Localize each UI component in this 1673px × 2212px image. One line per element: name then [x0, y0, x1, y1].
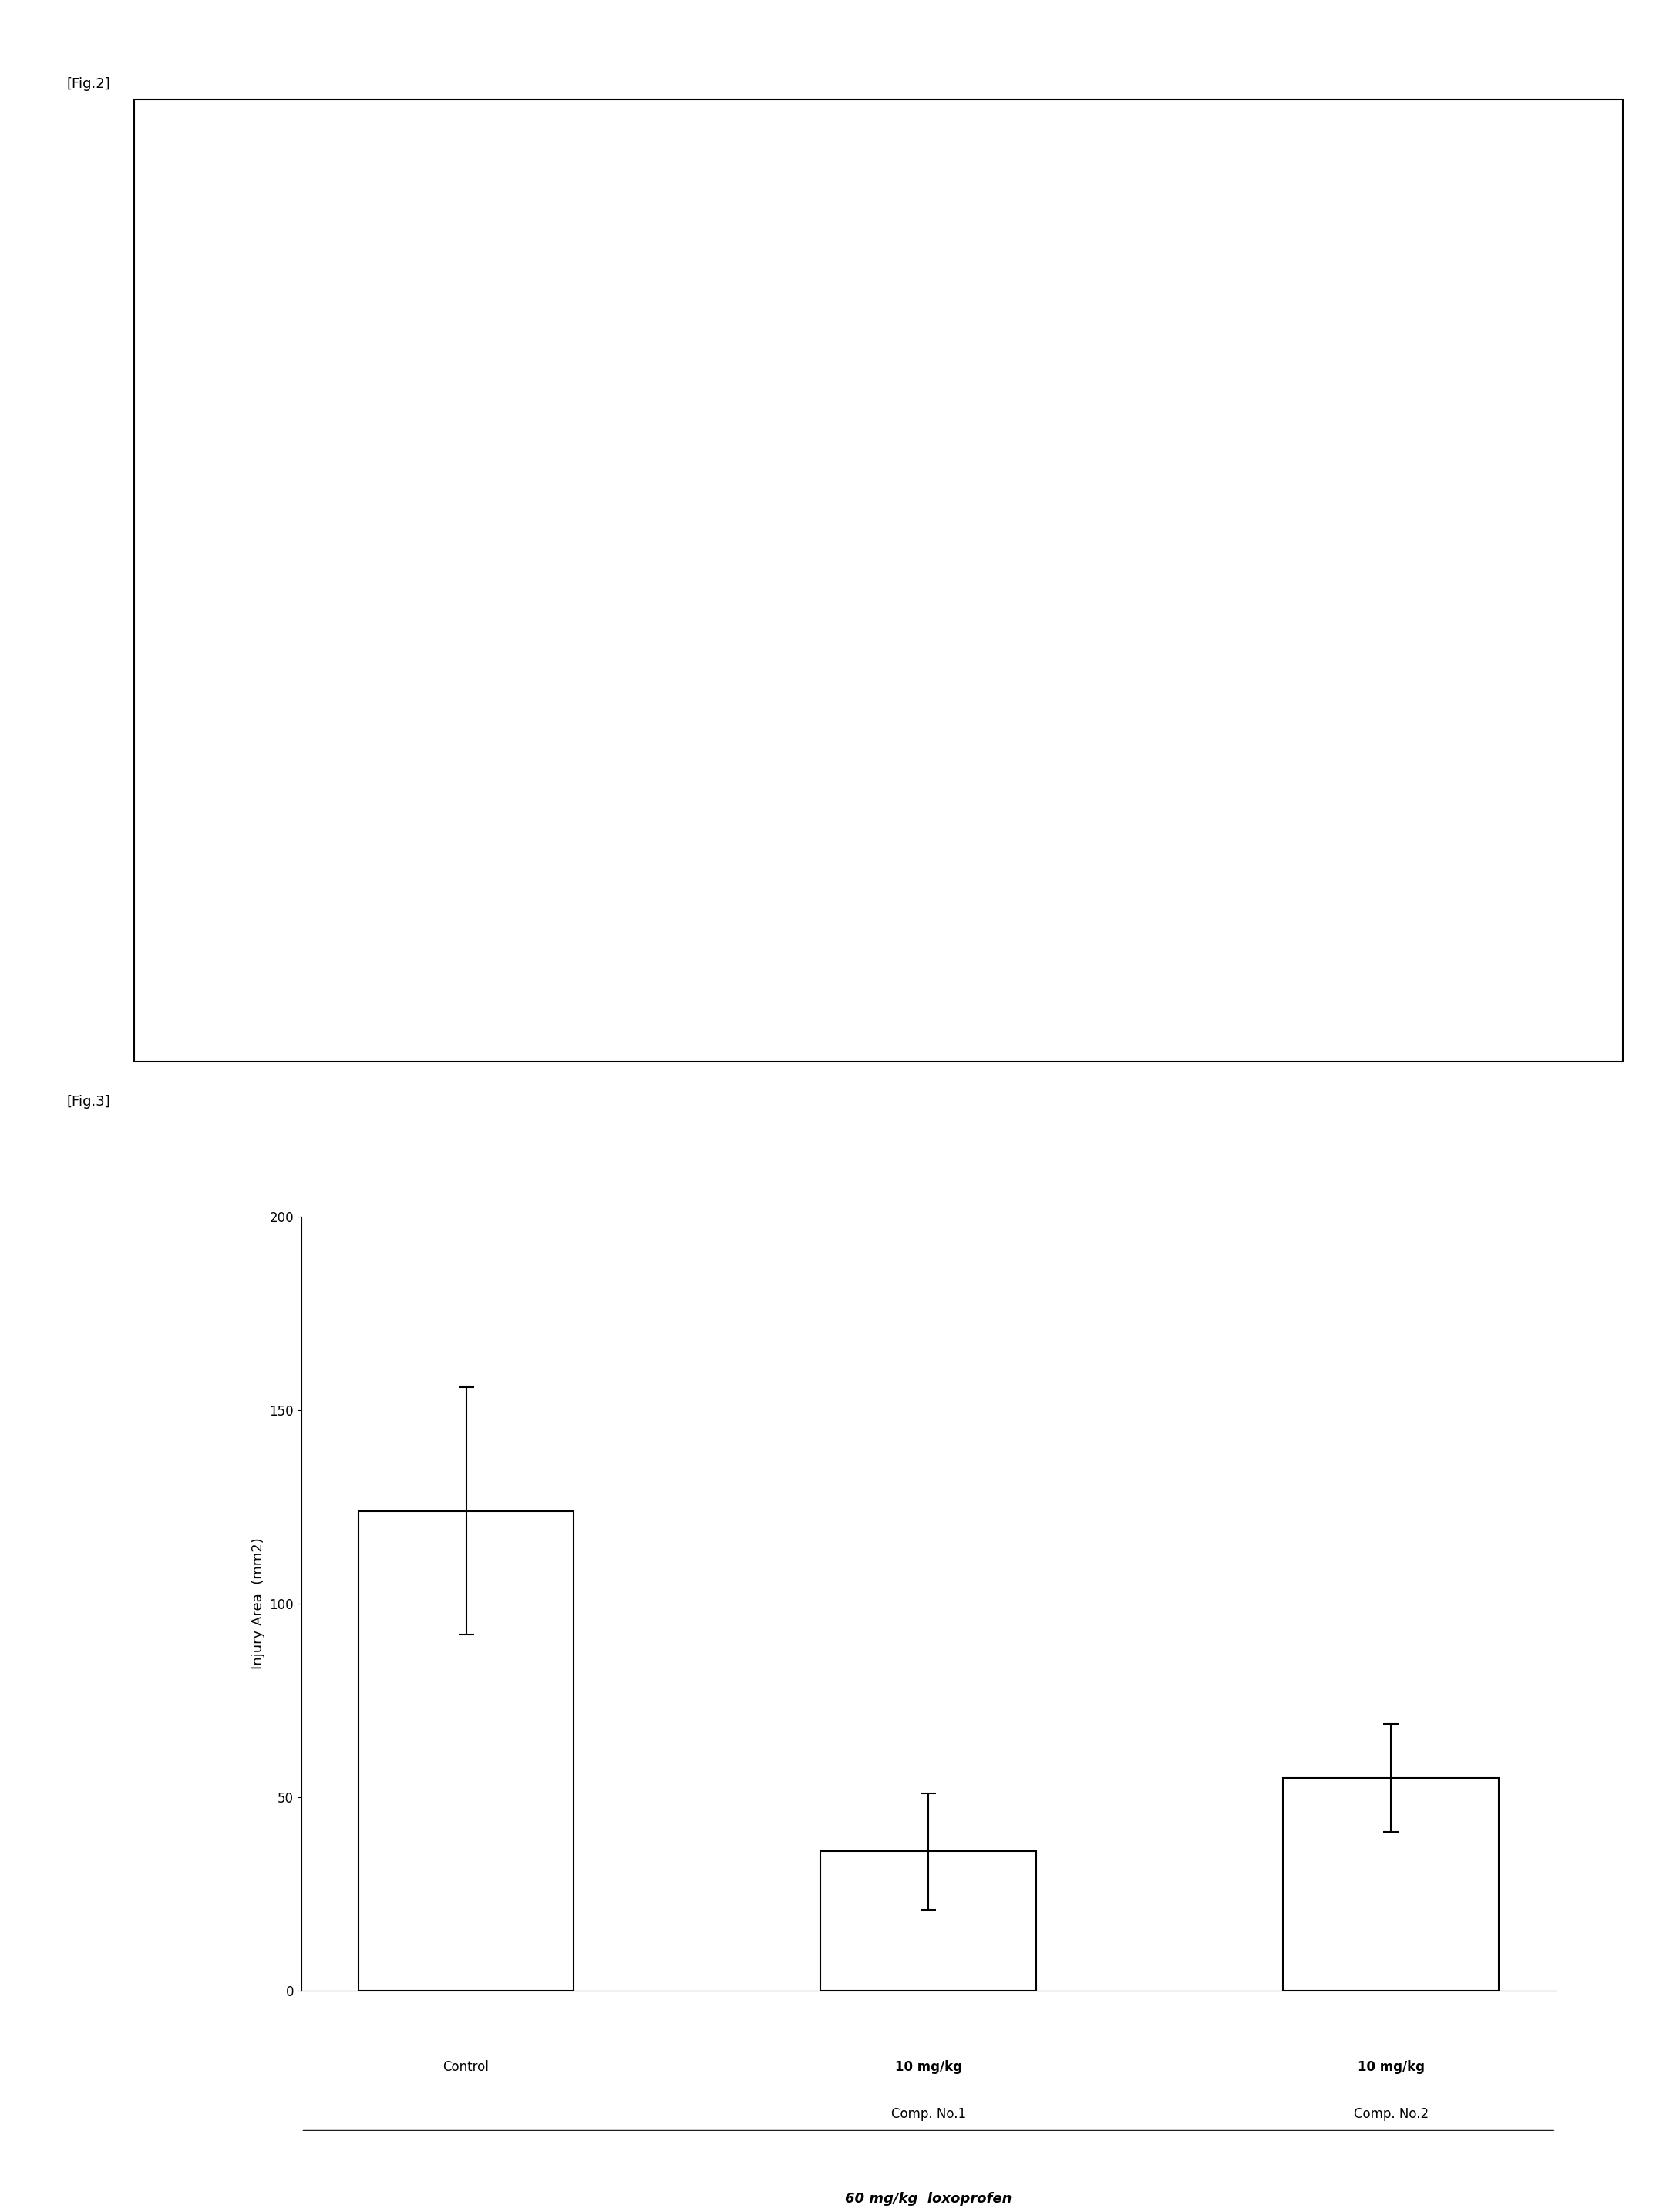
Text: [Fig.3]: [Fig.3] — [67, 1095, 110, 1108]
Bar — [821, 1851, 1036, 1991]
Text: Comp. No.1: Comp. No.1 — [892, 2106, 965, 2121]
Text: ●PEG/Saline: ●PEG/Saline — [668, 962, 741, 973]
Text: Comp. No.2: Comp. No.2 — [1353, 2106, 1429, 2121]
Text: 10 mg/kg: 10 mg/kg — [895, 2062, 962, 2075]
X-axis label: time after administration  (min): time after administration (min) — [826, 865, 1031, 878]
Text: 60 mg/kg  loxoprofen: 60 mg/kg loxoprofen — [845, 2192, 1012, 2205]
Text: [Fig.2]: [Fig.2] — [67, 77, 110, 91]
Text: Control: Control — [443, 2062, 489, 2075]
Text: ■ cinacalcet: ■ cinacalcet — [1352, 962, 1427, 973]
Y-axis label: Transition of Ca concentration %: Transition of Ca concentration % — [253, 411, 268, 617]
Y-axis label: Injury Area  (mm2): Injury Area (mm2) — [251, 1537, 264, 1670]
Text: -o  Saline: -o Saline — [303, 962, 358, 973]
Bar — [358, 1511, 574, 1991]
Text: ◆ Compound No.1: ◆ Compound No.1 — [1031, 962, 1139, 973]
Text: 10 mg/kg: 10 mg/kg — [1357, 2062, 1424, 2075]
Bar — [1283, 1778, 1499, 1991]
Title: Serum Ca Concentration: Serum Ca Concentration — [810, 164, 1047, 179]
